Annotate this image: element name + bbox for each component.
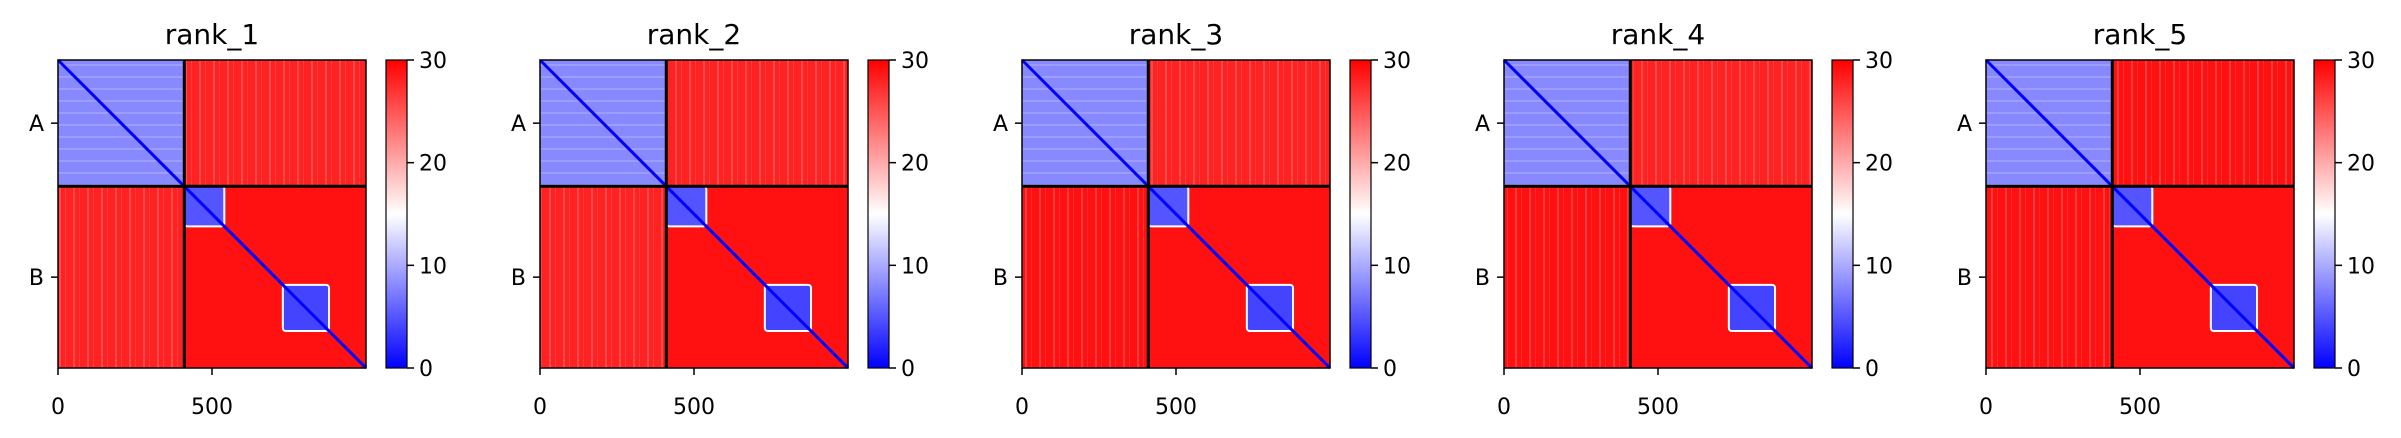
panel-title: rank_4 (1611, 18, 1705, 51)
x-tick-label: 0 (533, 395, 547, 420)
pae-panel: rank_4 A B 0 500 0 10 20 30 (1475, 18, 1893, 420)
colorbar-tick-label: 20 (2347, 152, 2375, 177)
heatmap-texture (184, 60, 366, 187)
colorbar-frame (1831, 59, 1854, 369)
x-tick-label: 500 (2119, 395, 2161, 420)
colorbar-tick-label: 20 (1383, 152, 1411, 177)
colorbar (868, 60, 889, 368)
heatmap-texture (1504, 186, 1631, 368)
chain-label: A (1475, 112, 1490, 137)
colorbar-tick-label: 10 (419, 254, 447, 279)
colorbar-tick-label: 10 (1383, 254, 1411, 279)
chain-label: B (29, 266, 44, 291)
x-tick-label: 0 (1979, 395, 1993, 420)
heatmap-diagonal (1020, 58, 1332, 370)
x-tick-label: 0 (51, 395, 65, 420)
chain-label: B (1475, 266, 1490, 291)
heatmap-diagonal (1984, 58, 2296, 370)
colorbar-tick-label: 20 (1865, 152, 1893, 177)
heatmap-diagonal (538, 58, 850, 370)
heatmap-texture (1022, 186, 1149, 368)
colorbar-tick-label: 0 (901, 357, 915, 382)
colorbar (386, 60, 407, 368)
heatmap-texture (1630, 60, 1812, 187)
heatmap-texture (2112, 60, 2294, 187)
x-tick-label: 500 (191, 395, 233, 420)
heatmap-texture (58, 186, 185, 368)
colorbar (2314, 60, 2335, 368)
x-tick-label: 500 (1155, 395, 1197, 420)
colorbar-tick-label: 10 (2347, 254, 2375, 279)
colorbar (1832, 60, 1853, 368)
chain-label: B (993, 266, 1008, 291)
chain-label: A (1957, 112, 1972, 137)
colorbar-tick-label: 20 (901, 152, 929, 177)
colorbar-tick-label: 30 (1865, 49, 1893, 74)
colorbar-frame (867, 59, 890, 369)
x-tick-label: 0 (1015, 395, 1029, 420)
pae-panel: rank_5 A B 0 500 0 10 20 30 (1957, 18, 2375, 420)
heatmap-texture (1148, 60, 1330, 187)
chain-label: A (993, 112, 1008, 137)
colorbar-tick-label: 10 (1865, 254, 1893, 279)
heatmap-texture (540, 186, 667, 368)
chain-label: B (1957, 266, 1972, 291)
colorbar-tick-label: 0 (1865, 357, 1879, 382)
colorbar-frame (385, 59, 408, 369)
colorbar-tick-label: 10 (901, 254, 929, 279)
heatmap-texture (1986, 186, 2113, 368)
panel-title: rank_1 (165, 18, 259, 51)
panel-title: rank_5 (2093, 18, 2187, 51)
x-tick-label: 0 (1497, 395, 1511, 420)
colorbar-tick-label: 0 (419, 357, 433, 382)
x-tick-label: 500 (673, 395, 715, 420)
colorbar (1350, 60, 1371, 368)
pae-panel: rank_2 A B 0 500 0 10 20 30 (511, 18, 929, 420)
colorbar-tick-label: 30 (2347, 49, 2375, 74)
chain-label: A (29, 112, 44, 137)
colorbar-tick-label: 0 (1383, 357, 1397, 382)
heatmap-diagonal (56, 58, 368, 370)
panel-title: rank_3 (1129, 18, 1223, 51)
colorbar-tick-label: 30 (1383, 49, 1411, 74)
panel-title: rank_2 (647, 18, 741, 51)
colorbar-tick-label: 0 (2347, 357, 2361, 382)
colorbar-tick-label: 30 (419, 49, 447, 74)
pae-panel: rank_3 A B 0 500 0 10 20 30 (993, 18, 1411, 420)
colorbar-tick-label: 20 (419, 152, 447, 177)
chain-label: A (511, 112, 526, 137)
heatmap-texture (666, 60, 848, 187)
colorbar-frame (1349, 59, 1372, 369)
colorbar-frame (2313, 59, 2336, 369)
chain-label: B (511, 266, 526, 291)
pae-panel: rank_1 A B 0 500 0 10 20 30 (29, 18, 447, 420)
heatmap-diagonal (1502, 58, 1814, 370)
colorbar-tick-label: 30 (901, 49, 929, 74)
x-tick-label: 500 (1637, 395, 1679, 420)
